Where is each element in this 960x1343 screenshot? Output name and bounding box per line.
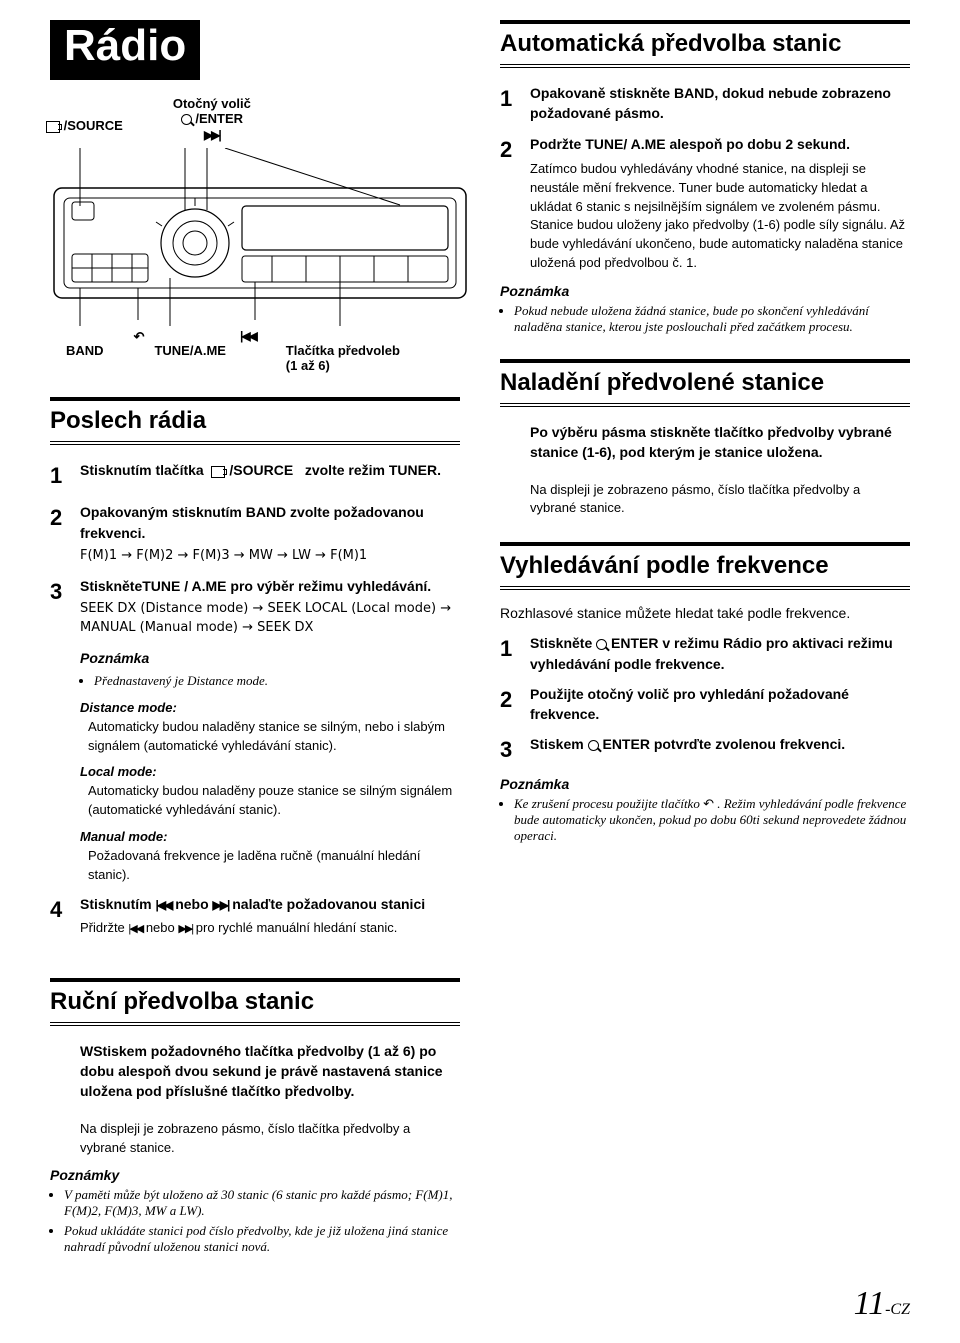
diagram-bottom-labels: BAND ↶ TUNE/A.ME |◀◀ Tlačítka předvoleb … [50, 343, 460, 373]
section-manual-title: Ruční předvolba stanic [50, 978, 460, 1023]
listen-step-4: 4 Stisknutím |◀◀ nebo ▶▶| nalaďte požado… [50, 894, 460, 937]
manual-bold: WStiskem požadovného tlačítka předvolby … [80, 1041, 460, 1102]
freq-note-list: Ke zrušení procesu použijte tlačítko ↶ .… [500, 796, 910, 844]
manual-body: WStiskem požadovného tlačítka předvolby … [50, 1041, 460, 1158]
notes-label: Poznámky [50, 1167, 460, 1183]
source-icon [46, 121, 60, 133]
mode-manual-title: Manual mode: [80, 828, 460, 847]
prev-icon: |◀◀ [155, 898, 171, 912]
auto1b: BAND [674, 85, 714, 101]
note-label: Poznámka [80, 648, 460, 668]
diagram-top-labels: /SOURCE Otočný volič /ENTER ▶▶| [50, 96, 460, 142]
auto-note-list: Pokud nebude uložena žádná stanice, bude… [500, 303, 910, 335]
text-4s3: pro rychlé manuální hledání stanic. [196, 920, 398, 935]
text-3a: Stiskněte [80, 578, 142, 594]
text-step1c: zvolte režim TUNER. [305, 462, 441, 478]
tunepreset-body: Po výběru pásma stiskněte tlačítko předv… [500, 422, 910, 518]
freq-step-1: 1 Stiskněte ENTER v režimu Rádio pro akt… [500, 633, 910, 674]
search-icon [181, 114, 192, 125]
text-4b: nebo [175, 896, 208, 912]
freq-step-3: 3 Stiskem ENTER potvrďte zvolenou frekve… [500, 734, 910, 766]
prev-icon: |◀◀ [128, 923, 142, 935]
text-4a: Stisknutím [80, 896, 152, 912]
mode-local-desc: Automaticky budou naladěny pouze stanice… [88, 782, 460, 820]
auto2b: A.ME [631, 136, 666, 152]
label-presets: Tlačítka předvoleb (1 až 6) [286, 343, 400, 373]
freq-step-2: 2 Použijte otočný volič pro vyhledání po… [500, 684, 910, 725]
search-icon [588, 740, 599, 751]
auto-step-2: 2 Podržte TUNE/ A.ME alespoň po dobu 2 s… [500, 134, 910, 273]
mode-distance-title: Distance mode: [80, 699, 460, 718]
note-item: Přednastavený je Distance mode. [94, 672, 460, 691]
next-icon: ▶▶| [178, 923, 192, 935]
freq-note-item: Ke zrušení procesu použijte tlačítko ↶ .… [514, 796, 910, 844]
auto-step-1: 1 Opakovaně stiskněte BAND, dokud nebude… [500, 83, 910, 124]
back-icon: ↶ [134, 329, 145, 373]
label-tune: TUNE/A.ME [154, 343, 226, 373]
notes-list: V paměti může být uloženo až 30 stanic (… [50, 1187, 460, 1255]
auto-note-label: Poznámka [500, 283, 910, 299]
prev-icon: |◀◀ [240, 329, 256, 373]
text-4c: nalaďte požadovanou stanici [232, 896, 425, 912]
page-number: 11-CZ [854, 1285, 910, 1323]
search-icon [596, 639, 607, 650]
f2: Použijte otočný volič pro vyhledání poža… [530, 686, 849, 722]
freq-note-label: Poznámka [500, 776, 910, 792]
label-rotary: Otočný volič [173, 96, 251, 111]
text-4s2: nebo [146, 920, 175, 935]
label-band: BAND [66, 343, 104, 373]
note-2: Pokud ukládáte stanici pod číslo předvol… [64, 1223, 460, 1255]
text-step2chain: F(M)1 → F(M)2 → F(M)3 → MW → LW → F(M)1 [80, 547, 460, 566]
chapter-title: Rádio [50, 20, 200, 80]
section-freq-title: Vyhledávání podle frekvence [500, 542, 910, 587]
text-step1a: Stisknutím tlačítka [80, 462, 204, 478]
text-step2lead: Opakovaným stisknutím BAND zvolte požado… [80, 502, 460, 543]
f3b: ENTER potvrďte zvolenou frekvenci. [602, 736, 845, 752]
freq-intro: Rozhlasové stanice můžete hledat také po… [500, 605, 910, 621]
text-step3tail: pro výběr režimu vyhledávání. [230, 578, 431, 594]
source-icon [211, 466, 225, 478]
auto2para: Zatímco budou vyhledávány vhodné stanice… [530, 160, 910, 273]
next-icon: ▶▶| [204, 128, 220, 142]
text-4s1: Přidržte [80, 920, 125, 935]
mode-distance-desc: Automaticky budou naladěny stanice se si… [88, 718, 460, 756]
text-step1b: /SOURCE [229, 462, 293, 478]
text-step3bold: TUNE / A.ME [142, 578, 226, 594]
section-auto-title: Automatická předvolba stanic [500, 20, 910, 65]
listen-step-3: 3 StiskněteTUNE / A.ME pro výběr režimu … [50, 576, 460, 885]
note-list: Přednastavený je Distance mode. [80, 672, 460, 691]
auto1a: Opakovaně stiskněte [530, 85, 670, 101]
mode-manual-desc: Požadovaná frekvence je laděna ručně (ma… [88, 847, 460, 885]
tunepreset-para: Na displeji je zobrazeno pásmo, číslo tl… [530, 481, 910, 519]
auto2c: alespoň po dobu 2 sekund. [670, 136, 850, 152]
listen-step-2: 2 Opakovaným stisknutím BAND zvolte poža… [50, 502, 460, 565]
section-listen-title: Poslech rádia [50, 397, 460, 442]
section-tunepreset-title: Naladění předvolené stanice [500, 359, 910, 404]
mode-local-title: Local mode: [80, 763, 460, 782]
listen-step-1: 1 Stisknutím tlačítka /SOURCE zvolte rež… [50, 460, 460, 492]
f1a: Stiskněte [530, 635, 592, 651]
device-diagram [50, 148, 470, 328]
next-icon: ▶▶| [213, 898, 229, 912]
f3a: Stiskem [530, 736, 584, 752]
manual-para: Na displeji je zobrazeno pásmo, číslo tl… [80, 1120, 460, 1158]
auto-note-item: Pokud nebude uložena žádná stanice, bude… [514, 303, 910, 335]
label-source: /SOURCE [46, 118, 123, 133]
auto2a: Podržte TUNE/ [530, 136, 627, 152]
note-1: V paměti může být uloženo až 30 stanic (… [64, 1187, 460, 1219]
tunepreset-bold: Po výběru pásma stiskněte tlačítko předv… [530, 422, 910, 463]
label-enter: /ENTER [181, 111, 243, 126]
text-step3chain: SEEK DX (Distance mode) → SEEK LOCAL (Lo… [80, 600, 460, 638]
